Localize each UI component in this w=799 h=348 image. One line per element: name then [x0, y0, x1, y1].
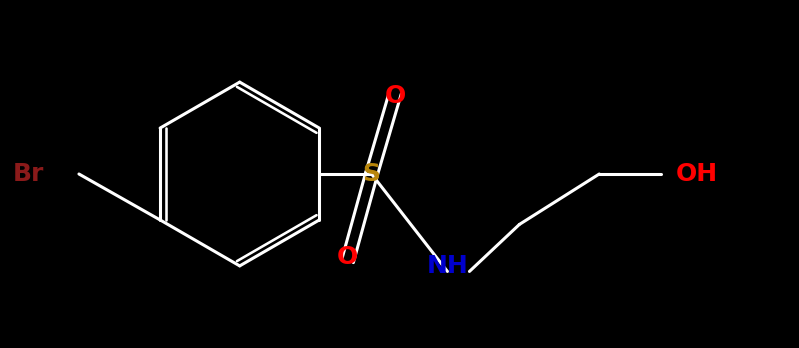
Text: NH: NH [427, 254, 468, 278]
Text: OH: OH [676, 162, 718, 186]
Text: O: O [385, 84, 406, 108]
Text: S: S [363, 162, 380, 186]
Text: Br: Br [13, 162, 44, 186]
Text: O: O [337, 245, 358, 269]
